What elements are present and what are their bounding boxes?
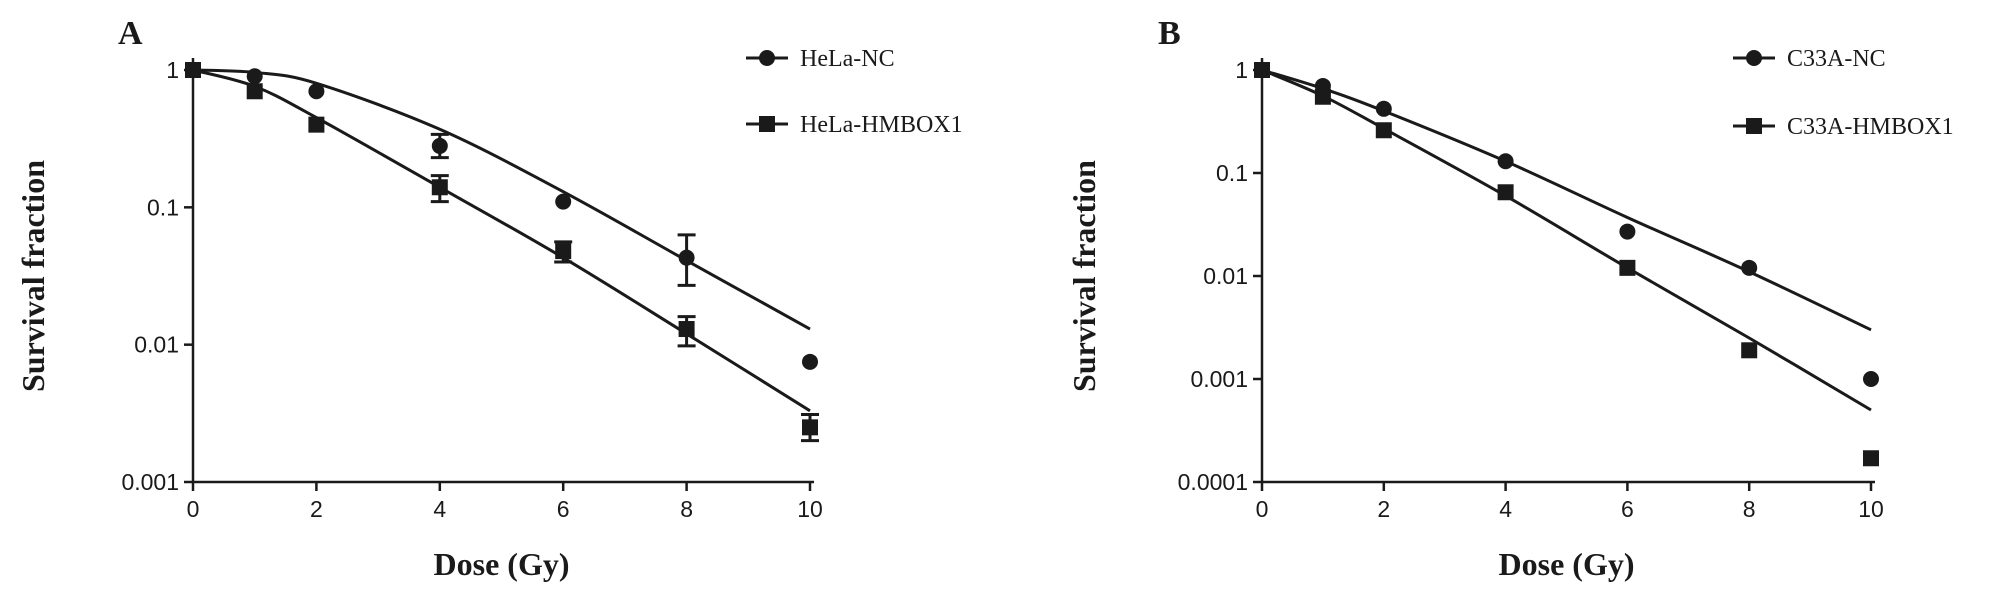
data-point xyxy=(431,179,448,196)
series-c33a-nc xyxy=(1254,62,1879,387)
data-point xyxy=(1497,153,1514,170)
legend-marker xyxy=(1746,118,1762,134)
legend-marker xyxy=(759,116,775,132)
y-axis-title: Survival fraction xyxy=(1066,160,1102,392)
data-point xyxy=(308,116,325,133)
x-tick-label: 2 xyxy=(310,496,323,522)
legend-label: HeLa-NC xyxy=(800,46,895,72)
fit-curve xyxy=(192,68,811,331)
y-tick-label: 0.0001 xyxy=(1178,469,1248,495)
data-point xyxy=(246,83,263,100)
data-point xyxy=(246,68,263,85)
data-point xyxy=(308,83,325,100)
x-tick-label: 8 xyxy=(680,496,693,522)
x-axis-title: Dose (Gy) xyxy=(434,546,570,582)
legend-item-c33a-nc: C33A-NC xyxy=(1733,46,1886,72)
x-axis-title: Dose (Gy) xyxy=(1499,546,1635,582)
data-point xyxy=(431,137,448,154)
y-tick-label: 0.001 xyxy=(1190,366,1248,392)
data-point xyxy=(1741,342,1758,359)
data-point xyxy=(185,62,201,78)
legend-item-hela-hmbox1: HeLa-HMBOX1 xyxy=(746,112,963,138)
panel-a: A 0 2 4 6 8 10 1 0.1 0.01 0.001 Dose (Gy) Survival f… xyxy=(15,15,963,582)
panel-letter: B xyxy=(1158,15,1181,52)
y-axis-title: Survival fraction xyxy=(15,160,51,392)
data-point xyxy=(1375,100,1392,117)
x-tick-label: 0 xyxy=(187,496,200,522)
x-tick-label: 10 xyxy=(797,496,823,522)
legend-item-hela-nc: HeLa-NC xyxy=(746,46,895,72)
data-point xyxy=(678,249,695,266)
data-point xyxy=(1619,223,1636,240)
x-tick-label: 4 xyxy=(433,496,446,522)
legend-marker xyxy=(1746,50,1762,66)
data-point xyxy=(1254,62,1270,78)
data-point xyxy=(555,193,572,210)
y-tick-label: 1 xyxy=(1235,57,1248,83)
legend-item-c33a-hmbox1: C33A-HMBOX1 xyxy=(1733,114,1954,140)
data-point xyxy=(1314,88,1331,105)
panel-b: B 0 2 4 6 8 10 1 0.1 0.01 0.001 0.0001 Dose (Gy) Surv… xyxy=(1066,15,1954,582)
data-point xyxy=(1375,122,1392,139)
y-tick-label: 0.1 xyxy=(147,194,179,220)
data-point xyxy=(1741,259,1758,276)
x-tick-label: 8 xyxy=(1743,496,1756,522)
data-point xyxy=(1497,184,1514,201)
x-tick-label: 4 xyxy=(1499,496,1512,522)
data-point xyxy=(802,419,818,436)
data-point xyxy=(802,353,818,370)
data-point xyxy=(1619,259,1636,276)
legend-label: HeLa-HMBOX1 xyxy=(800,112,963,138)
legend-marker xyxy=(759,50,775,66)
data-point xyxy=(678,321,695,338)
series-c33a-hmbox1 xyxy=(1254,62,1879,467)
x-tick-label: 6 xyxy=(557,496,570,522)
x-tick-label: 10 xyxy=(1858,496,1884,522)
data-point xyxy=(555,243,572,260)
data-point xyxy=(1863,371,1879,387)
series-hela-nc xyxy=(185,62,818,370)
y-tick-label: 1 xyxy=(166,57,179,83)
x-tick-label: 6 xyxy=(1621,496,1634,522)
x-tick-label: 0 xyxy=(1256,496,1269,522)
panel-letter: A xyxy=(118,15,143,52)
legend-label: C33A-NC xyxy=(1787,46,1886,72)
fit-curve xyxy=(1261,68,1872,332)
data-point xyxy=(1863,450,1879,467)
x-tick-label: 2 xyxy=(1377,496,1390,522)
y-tick-label: 0.01 xyxy=(134,332,179,358)
y-tick-label: 0.1 xyxy=(1216,160,1248,186)
fit-curve xyxy=(1261,68,1872,412)
series-hela-hmbox1 xyxy=(185,62,819,443)
y-tick-label: 0.001 xyxy=(121,469,179,495)
legend-label: C33A-HMBOX1 xyxy=(1787,114,1954,140)
y-tick-label: 0.01 xyxy=(1203,263,1248,289)
fit-curve xyxy=(192,68,811,413)
